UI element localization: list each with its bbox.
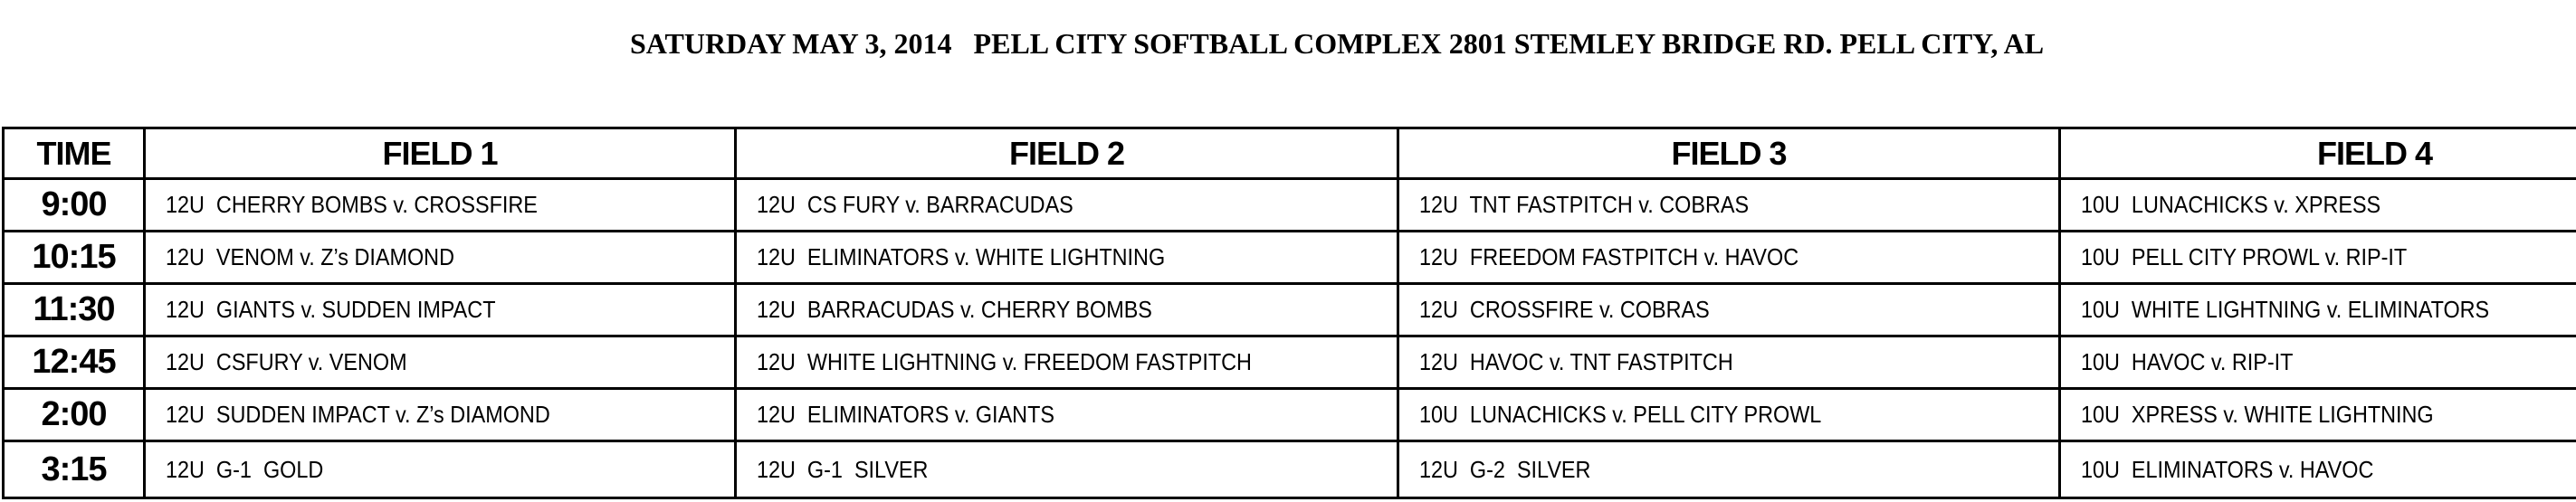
game-label: 12U BARRACUDAS v. CHERRY BOMBS (757, 296, 1152, 323)
time-cell: 11:30 (2, 282, 146, 337)
game-cell-field-1: 12U GIANTS v. SUDDEN IMPACT (143, 282, 737, 337)
header-field-4: FIELD 4 (2058, 127, 2576, 180)
game-cell-field-4: 10U LUNACHICKS v. XPRESS (2058, 177, 2576, 232)
game-label: 12U VENOM v. Z’s DIAMOND (166, 243, 454, 270)
game-cell-field-4: 10U XPRESS v. WHITE LIGHTNING (2058, 387, 2576, 442)
game-cell-field-3: 10U LUNACHICKS v. PELL CITY PROWL (1397, 387, 2061, 442)
game-label: 12U CROSSFIRE v. COBRAS (1419, 296, 1710, 323)
header-field-2: FIELD 2 (734, 127, 1399, 180)
game-cell-field-3: 12U G-2 SILVER (1397, 440, 2061, 499)
game-cell-field-3: 12U TNT FASTPITCH v. COBRAS (1397, 177, 2061, 232)
game-cell-field-2: 12U ELIMINATORS v. WHITE LIGHTNING (734, 230, 1399, 285)
time-cell: 9:00 (2, 177, 146, 232)
table-row: 3:15 12U G-1 GOLD 12U G-1 SILVER 12U G-2 SI… (2, 440, 2576, 499)
game-cell-field-4: 10U HAVOC v. RIP-IT (2058, 335, 2576, 390)
game-cell-field-2: 12U G-1 SILVER (734, 440, 1399, 499)
header-field-3: FIELD 3 (1397, 127, 2061, 180)
game-cell-field-3: 12U FREEDOM FASTPITCH v. HAVOC (1397, 230, 2061, 285)
game-cell-field-2: 12U ELIMINATORS v. GIANTS (734, 387, 1399, 442)
game-cell-field-1: 12U VENOM v. Z’s DIAMOND (143, 230, 737, 285)
table-row: 2:00 12U SUDDEN IMPACT v. Z’s DIAMOND 12U … (2, 387, 2576, 442)
table-row: 11:30 12U GIANTS v. SUDDEN IMPACT 12U BARR… (2, 282, 2576, 337)
time-cell: 10:15 (2, 230, 146, 285)
game-label: 12U G-1 GOLD (166, 455, 324, 483)
game-cell-field-3: 12U HAVOC v. TNT FASTPITCH (1397, 335, 2061, 390)
table-row: 12:45 12U CSFURY v. VENOM 12U WHITE LIGHTN… (2, 335, 2576, 390)
game-label: 12U HAVOC v. TNT FASTPITCH (1419, 348, 1733, 375)
game-cell-field-1: 12U CSFURY v. VENOM (143, 335, 737, 390)
game-label: 12U GIANTS v. SUDDEN IMPACT (166, 296, 496, 323)
time-cell: 12:45 (2, 335, 146, 390)
game-label: 10U PELL CITY PROWL v. RIP-IT (2081, 243, 2408, 270)
game-label: 12U FREEDOM FASTPITCH v. HAVOC (1419, 243, 1799, 270)
game-cell-field-1: 12U CHERRY BOMBS v. CROSSFIRE (143, 177, 737, 232)
game-label: 12U ELIMINATORS v. GIANTS (757, 401, 1054, 428)
game-cell-field-4: 10U ELIMINATORS v. HAVOC (2058, 440, 2576, 499)
schedule-table: TIME FIELD 1 FIELD 2 FIELD 3 FIELD 4 9:0… (2, 127, 2576, 499)
table-row: 9:00 12U CHERRY BOMBS v. CROSSFIRE 12U CS … (2, 177, 2576, 232)
game-label: 12U G-1 SILVER (757, 455, 929, 483)
table-row: 10:15 12U VENOM v. Z’s DIAMOND 12U ELIMINA… (2, 230, 2576, 285)
game-label: 12U ELIMINATORS v. WHITE LIGHTNING (757, 243, 1166, 270)
game-label: 12U G-2 SILVER (1419, 455, 1591, 483)
game-cell-field-4: 10U WHITE LIGHTNING v. ELIMINATORS (2058, 282, 2576, 337)
game-cell-field-2: 12U BARRACUDAS v. CHERRY BOMBS (734, 282, 1399, 337)
game-cell-field-4: 10U PELL CITY PROWL v. RIP-IT (2058, 230, 2576, 285)
game-label: 12U SUDDEN IMPACT v. Z’s DIAMOND (166, 401, 550, 428)
game-cell-field-2: 12U CS FURY v. BARRACUDAS (734, 177, 1399, 232)
game-label: 12U CSFURY v. VENOM (166, 348, 407, 375)
time-cell: 3:15 (2, 440, 146, 499)
page-title: SATURDAY MAY 3, 2014 PELL CITY SOFTBALL … (629, 27, 2045, 60)
game-cell-field-1: 12U G-1 GOLD (143, 440, 737, 499)
header-field-1: FIELD 1 (143, 127, 737, 180)
game-cell-field-3: 12U CROSSFIRE v. COBRAS (1397, 282, 2061, 337)
game-label: 10U LUNACHICKS v. PELL CITY PROWL (1419, 401, 1822, 428)
game-label: 12U WHITE LIGHTNING v. FREEDOM FASTPITCH (757, 348, 1252, 375)
game-label: 10U LUNACHICKS v. XPRESS (2081, 191, 2381, 218)
game-label: 12U TNT FASTPITCH v. COBRAS (1419, 191, 1750, 218)
header-time: TIME (2, 127, 146, 180)
game-label: 12U CHERRY BOMBS v. CROSSFIRE (166, 191, 538, 218)
game-cell-field-1: 12U SUDDEN IMPACT v. Z’s DIAMOND (143, 387, 737, 442)
game-label: 12U CS FURY v. BARRACUDAS (757, 191, 1073, 218)
time-cell: 2:00 (2, 387, 146, 442)
game-label: 10U HAVOC v. RIP-IT (2081, 348, 2294, 375)
game-label: 10U WHITE LIGHTNING v. ELIMINATORS (2081, 296, 2490, 323)
game-label: 10U ELIMINATORS v. HAVOC (2081, 455, 2374, 483)
game-cell-field-2: 12U WHITE LIGHTNING v. FREEDOM FASTPITCH (734, 335, 1399, 390)
game-label: 10U XPRESS v. WHITE LIGHTNING (2081, 401, 2434, 428)
header-row: TIME FIELD 1 FIELD 2 FIELD 3 FIELD 4 (2, 127, 2576, 180)
